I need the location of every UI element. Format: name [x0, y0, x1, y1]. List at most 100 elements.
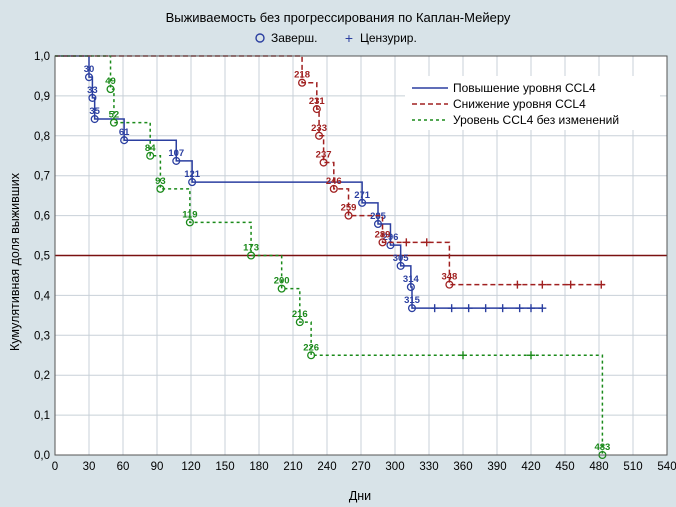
event-label: 314	[403, 274, 420, 285]
event-label: 348	[441, 272, 457, 283]
event-marker	[84, 73, 94, 82]
y-tick-label: 0,8	[34, 131, 50, 143]
event-marker	[315, 131, 324, 140]
event-label: 119	[182, 209, 197, 220]
event-marker	[295, 318, 304, 327]
event-marker	[312, 105, 321, 114]
event-label: 30	[84, 64, 95, 75]
series-3: 49 52 84 93 119 173 200 216 226 483	[55, 55, 610, 460]
y-tick-label: 0,1	[34, 410, 50, 422]
event-label: 121	[184, 169, 201, 180]
event-marker	[277, 284, 286, 293]
event-label: 218	[294, 70, 310, 81]
axes: 0 30 60 90 120 150 180 210 240 270 300 330 360 390 420…	[34, 51, 676, 473]
x-tick-label: 90	[151, 461, 164, 473]
event-label: 231	[309, 96, 326, 107]
legend-background	[405, 76, 660, 130]
x-tick-label: 180	[249, 461, 268, 473]
event-marker	[298, 78, 307, 87]
y-tick-label: 0,9	[34, 91, 50, 103]
x-tick-label: 150	[215, 461, 234, 473]
chart-title: Выживаемость без прогрессирования по Кап…	[166, 10, 511, 25]
x-tick-label: 540	[657, 461, 676, 473]
event-marker	[396, 261, 405, 270]
x-tick-label: 120	[181, 461, 200, 473]
event-marker	[188, 178, 197, 187]
x-tick-label: 480	[589, 461, 608, 473]
event-label: 315	[404, 295, 421, 306]
event-label: 271	[354, 190, 371, 201]
event-marker	[185, 218, 194, 227]
y-tick-label: 0,5	[34, 251, 50, 263]
event-marker	[307, 351, 316, 360]
series-line	[55, 55, 543, 309]
series-2: 218 231 233 237 246 259 289 348	[55, 55, 606, 289]
x-axis-label: Дни	[349, 489, 371, 503]
legend-label: Уровень CCL4 без изменений	[453, 113, 619, 127]
event-label: 49	[105, 76, 116, 87]
y-axis-label: Кумулятивная доля выживших	[8, 172, 22, 351]
event-marker	[88, 93, 97, 102]
event-marker	[319, 158, 328, 167]
series-legend: Повышение уровня CCL4 Снижение уровня CCL…	[405, 76, 660, 130]
plot-frame	[54, 55, 668, 456]
y-tick-label: 0,7	[34, 171, 50, 183]
event-label: 52	[109, 110, 120, 121]
x-tick-label: 360	[453, 461, 472, 473]
x-tick-label: 330	[419, 461, 438, 473]
event-label: 216	[292, 309, 308, 320]
x-tick-label: 510	[623, 461, 642, 473]
series-line	[55, 55, 605, 286]
y-tick-label: 0,4	[34, 290, 51, 302]
x-tick-label: 450	[555, 461, 574, 473]
y-tick-label: 0,2	[34, 370, 50, 382]
censored-marker-icon: +	[345, 30, 353, 46]
event-label: 483	[594, 442, 610, 453]
x-tick-label: 240	[317, 461, 336, 473]
y-tick-label: 0,3	[34, 330, 50, 342]
marker-legend: Заверш. + Цензурир.	[255, 30, 417, 46]
series-line	[55, 55, 604, 455]
event-label: 200	[274, 276, 290, 287]
event-label: 289	[375, 229, 391, 240]
event-marker	[156, 184, 165, 193]
event-label: 93	[155, 176, 166, 187]
y-tick-label: 0,6	[34, 211, 50, 223]
event-label: 296	[383, 232, 399, 243]
x-tick-label: 0	[52, 461, 58, 473]
event-label: 35	[89, 106, 100, 117]
x-tick-label: 210	[283, 461, 302, 473]
x-tick-label: 420	[521, 461, 540, 473]
event-marker	[407, 304, 417, 313]
y-tick-label: 1,0	[34, 51, 50, 63]
x-tick-label: 60	[117, 461, 130, 473]
event-marker	[373, 219, 383, 229]
complete-marker-icon	[255, 33, 265, 43]
x-tick-label: 390	[487, 461, 506, 473]
event-label: 237	[316, 150, 332, 161]
event-marker	[406, 282, 415, 292]
event-marker	[445, 280, 454, 289]
event-label: 84	[145, 143, 156, 154]
event-label: 107	[168, 148, 184, 159]
legend-label: Повышение уровня CCL4	[453, 81, 596, 95]
event-label: 226	[303, 342, 319, 353]
event-marker	[247, 251, 256, 260]
event-marker	[378, 238, 387, 247]
event-label: 285	[370, 211, 387, 222]
event-label: 233	[311, 123, 327, 134]
event-label: 246	[326, 176, 342, 187]
event-label: 173	[243, 243, 259, 254]
event-marker	[106, 85, 115, 94]
event-marker	[329, 184, 338, 193]
x-tick-label: 300	[385, 461, 404, 473]
y-tick-label: 0,0	[34, 450, 50, 462]
x-tick-label: 30	[83, 461, 96, 473]
event-label: 259	[341, 203, 357, 214]
event-marker	[120, 136, 129, 145]
event-marker	[146, 151, 155, 160]
event-label: 305	[393, 253, 410, 264]
